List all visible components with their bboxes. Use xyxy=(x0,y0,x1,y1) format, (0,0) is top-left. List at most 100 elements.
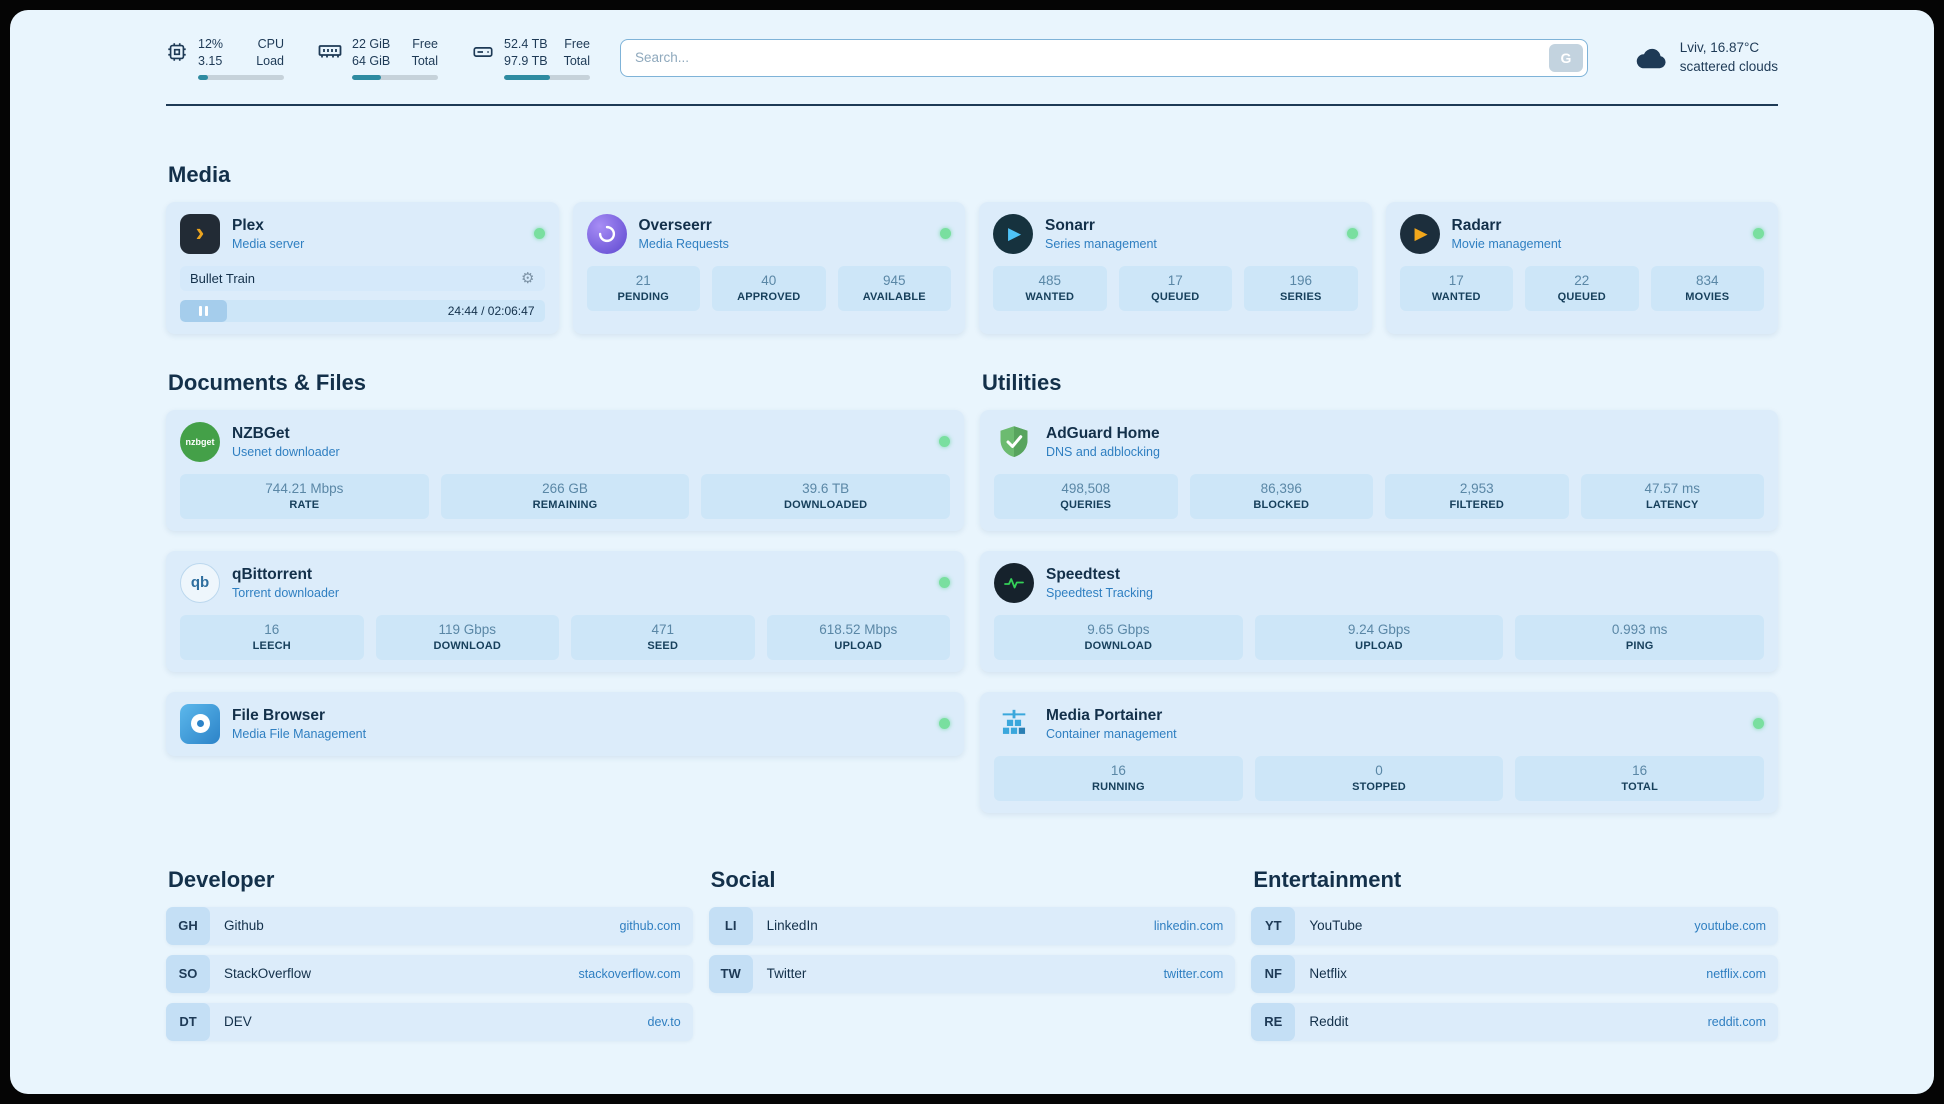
disk-progress-track xyxy=(504,74,590,80)
nzbget-icon: nzbget xyxy=(180,421,220,462)
filebrowser-icon xyxy=(180,703,220,744)
bookmark-reddit[interactable]: RE Reddit reddit.com xyxy=(1251,1002,1778,1041)
adguard-card[interactable]: AdGuard Home DNS and adblocking 498,508 … xyxy=(980,409,1778,531)
stat-upload: 9.24 Gbps UPLOAD xyxy=(1254,614,1504,660)
social-section-title: Social xyxy=(710,866,776,892)
search-bar: G xyxy=(620,38,1588,77)
bookmark-name: Twitter xyxy=(766,966,807,982)
stat-queued: 22 QUEUED xyxy=(1525,265,1639,311)
media-section-title: Media xyxy=(168,161,231,187)
bookmark-youtube[interactable]: YT YouTube youtube.com xyxy=(1251,906,1778,945)
disk-free-label: Free xyxy=(564,37,590,51)
filebrowser-card[interactable]: File Browser Media File Management xyxy=(166,691,964,756)
ram-progress-fill xyxy=(352,74,382,80)
bookmark-url[interactable]: twitter.com xyxy=(1163,966,1224,981)
status-dot xyxy=(1753,718,1764,730)
system-monitors: 12% CPU 3.15 Load 22 GiB Free 64 Gi xyxy=(166,36,590,80)
bookmark-dev[interactable]: DT DEV dev.to xyxy=(166,1002,693,1041)
cloud-icon xyxy=(1634,46,1668,70)
playback-progress-track: 24:44 / 02:06:47 xyxy=(180,299,545,322)
portainer-title: Media Portainer xyxy=(1046,706,1163,724)
bookmark-netflix[interactable]: NF Netflix netflix.com xyxy=(1251,954,1778,993)
stat-download: 9.65 Gbps DOWNLOAD xyxy=(994,614,1243,660)
filebrowser-title: File Browser xyxy=(232,706,326,724)
stat-wanted: 485 WANTED xyxy=(993,265,1107,311)
bookmark-abbr: RE xyxy=(1251,1002,1296,1041)
stat-queued: 17 QUEUED xyxy=(1118,265,1232,311)
adguard-subtitle: DNS and adblocking xyxy=(1046,444,1160,459)
stat-approved: 40 APPROVED xyxy=(712,265,826,311)
search-input[interactable] xyxy=(620,38,1588,77)
gear-icon[interactable]: ⚙ xyxy=(521,269,535,287)
stat-stopped: 0 STOPPED xyxy=(1254,755,1504,801)
stat-running: 16 RUNNING xyxy=(994,755,1243,801)
stat-seed: 471 SEED xyxy=(571,614,755,660)
cpu-load-value: 3.15 xyxy=(198,53,223,68)
bookmark-stackoverflow[interactable]: SO StackOverflow stackoverflow.com xyxy=(166,954,693,993)
disk-total-label: Total xyxy=(563,53,590,68)
stat-downloaded: 39.6 TB DOWNLOADED xyxy=(701,473,951,519)
bookmark-url[interactable]: dev.to xyxy=(647,1014,681,1029)
disk-icon xyxy=(472,41,494,63)
stat-movies: 834 MOVIES xyxy=(1650,265,1764,311)
ram-free-value: 22 GiB xyxy=(352,37,391,51)
stat-upload: 618.52 Mbps UPLOAD xyxy=(766,614,950,660)
portainer-card[interactable]: Media Portainer Container management 16 … xyxy=(980,691,1778,813)
storage-monitor: 52.4 TB Free 97.9 TB Total xyxy=(472,36,590,80)
status-dot xyxy=(939,436,950,448)
stat-download: 119 Gbps DOWNLOAD xyxy=(375,614,559,660)
developer-section-title: Developer xyxy=(168,866,275,892)
overseerr-subtitle: Media Requests xyxy=(638,236,729,251)
stat-series: 196 SERIES xyxy=(1244,265,1358,311)
bookmark-abbr: LI xyxy=(708,906,753,945)
bookmark-name: StackOverflow xyxy=(224,966,312,982)
bookmark-url[interactable]: reddit.com xyxy=(1707,1014,1766,1029)
nzbget-card[interactable]: nzbget NZBGet Usenet downloader 744.21 M… xyxy=(166,409,964,531)
radarr-subtitle: Movie management xyxy=(1451,236,1562,251)
stat-blocked: 86,396 BLOCKED xyxy=(1189,473,1373,519)
cpu-load-label: Load xyxy=(256,53,284,68)
status-dot xyxy=(533,228,545,240)
radarr-title: Radarr xyxy=(1451,216,1502,234)
bookmark-twitter[interactable]: TW Twitter twitter.com xyxy=(708,954,1236,993)
bookmark-url[interactable]: netflix.com xyxy=(1706,966,1766,981)
bookmark-url[interactable]: linkedin.com xyxy=(1153,918,1224,933)
bookmark-name: LinkedIn xyxy=(766,918,818,934)
plex-card[interactable]: › Plex Media server Bullet Train ⚙ xyxy=(166,201,559,334)
pause-button[interactable] xyxy=(180,299,228,322)
status-dot xyxy=(939,718,950,730)
overseerr-card[interactable]: Overseerr Media Requests 21 PENDING 40 A… xyxy=(572,201,965,334)
qbittorrent-title: qBittorrent xyxy=(232,565,313,583)
sonarr-card[interactable]: ▶ Sonarr Series management 485 WANTED xyxy=(979,201,1372,334)
status-dot xyxy=(939,577,950,589)
search-engine-button[interactable]: G xyxy=(1549,43,1583,72)
ram-free-label: Free xyxy=(412,37,438,51)
bookmark-name: YouTube xyxy=(1309,918,1363,934)
bookmark-url[interactable]: github.com xyxy=(619,918,681,933)
ram-icon xyxy=(318,41,342,61)
playback-time: 24:44 / 02:06:47 xyxy=(447,303,535,318)
bookmark-linkedin[interactable]: LI LinkedIn linkedin.com xyxy=(708,906,1236,945)
adguard-title: AdGuard Home xyxy=(1046,424,1160,442)
plex-subtitle: Media server xyxy=(232,236,305,251)
ram-progress-track xyxy=(352,74,438,80)
cpu-icon xyxy=(166,41,188,63)
bookmark-abbr: DT xyxy=(166,1002,210,1041)
qbittorrent-card[interactable]: qb qBittorrent Torrent downloader 16 LEE… xyxy=(166,550,964,672)
bookmark-url[interactable]: stackoverflow.com xyxy=(578,966,681,981)
bookmark-abbr: YT xyxy=(1251,906,1296,945)
plex-title: Plex xyxy=(232,216,264,234)
bookmark-name: Github xyxy=(224,918,264,934)
now-playing-title: Bullet Train xyxy=(190,270,256,286)
stat-total: 16 TOTAL xyxy=(1515,755,1765,801)
speedtest-card[interactable]: Speedtest Speedtest Tracking 9.65 Gbps D… xyxy=(980,550,1778,672)
bookmark-url[interactable]: youtube.com xyxy=(1694,918,1766,933)
cpu-monitor: 12% CPU 3.15 Load xyxy=(166,36,284,80)
memory-monitor: 22 GiB Free 64 GiB Total xyxy=(318,36,438,80)
plex-icon: › xyxy=(180,213,220,254)
entertainment-section-title: Entertainment xyxy=(1253,866,1402,892)
overseerr-title: Overseerr xyxy=(638,216,712,234)
bookmark-github[interactable]: GH Github github.com xyxy=(166,906,693,945)
stat-latency: 47.57 ms LATENCY xyxy=(1580,473,1764,519)
radarr-card[interactable]: ▶ Radarr Movie management 17 WANTED xyxy=(1385,201,1778,334)
